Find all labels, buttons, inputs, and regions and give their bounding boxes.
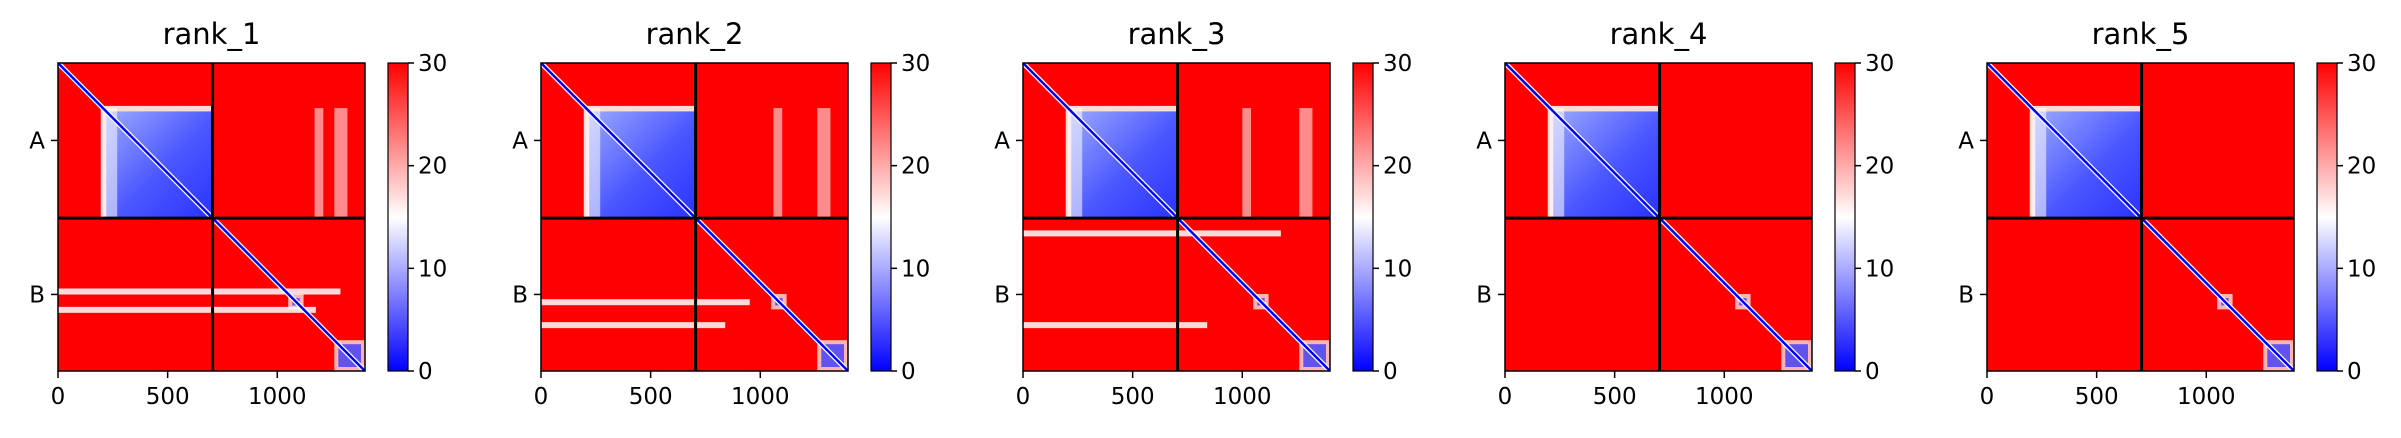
colorbar-tick-label: 20 <box>2347 154 2376 180</box>
x-tick-label: 1000 <box>248 384 307 410</box>
chain-a-stripe-3 <box>817 108 831 219</box>
x-tick-label: 500 <box>1593 384 1637 410</box>
colorbar-tick-label: 0 <box>1383 359 1398 385</box>
colorbar-tick-label: 0 <box>1865 359 1880 385</box>
x-tick-label: 1000 <box>1213 384 1272 410</box>
x-tick-label: 1000 <box>2177 384 2236 410</box>
panel-4: rank_4 0 500 1000 A B 0 10 20 30 <box>1476 17 1894 410</box>
colorbar-tick-label: 30 <box>2347 51 2376 77</box>
colorbar-tick-label: 0 <box>901 359 916 385</box>
plot-frame <box>1504 62 1813 372</box>
chain-b-stripe-1 <box>58 288 341 295</box>
colorbar-tick-label: 30 <box>1383 51 1412 77</box>
x-tick-label: 1000 <box>1695 384 1754 410</box>
x-tick-label: 500 <box>2075 384 2119 410</box>
y-tick-label: B <box>994 282 1010 308</box>
colorbar-tick-label: 30 <box>901 51 930 77</box>
colorbar-tick-label: 0 <box>2347 359 2362 385</box>
colorbar-tick-label: 30 <box>418 51 447 77</box>
panel-title: rank_3 <box>1128 17 1226 51</box>
y-tick-label: A <box>512 128 528 154</box>
colorbar-tick-label: 20 <box>901 154 930 180</box>
chain-a-stripe-2 <box>314 108 324 219</box>
chain-a-stripe-2 <box>1242 108 1252 219</box>
plot-frame <box>540 62 849 372</box>
plot-frame <box>1986 62 2295 372</box>
x-tick-label: 0 <box>1016 384 1031 410</box>
colorbar <box>870 62 892 372</box>
y-tick-label: B <box>512 282 528 308</box>
colorbar-tick-label: 20 <box>1865 154 1894 180</box>
chain-a-stripe-1 <box>2031 108 2047 219</box>
colorbar <box>1352 62 1374 372</box>
y-tick-label: A <box>1476 128 1492 154</box>
chain-b-stripe-2 <box>541 322 726 329</box>
chain-a-stripe-3 <box>1299 108 1313 219</box>
y-tick-label: B <box>29 282 45 308</box>
colorbar <box>2316 62 2338 372</box>
panel-title: rank_2 <box>646 17 744 51</box>
colorbar-tick-label: 0 <box>418 359 433 385</box>
panel-title: rank_5 <box>2092 17 2190 51</box>
chain-a-stripe-2 <box>773 108 783 219</box>
y-tick-label: A <box>1958 128 1974 154</box>
panel-1: rank_1 0 500 1000 A B 0 10 20 30 <box>29 17 447 410</box>
x-tick-label: 0 <box>51 384 66 410</box>
chain-b-stripe-2 <box>1023 322 1208 329</box>
x-tick-label: 500 <box>146 384 190 410</box>
y-tick-label: A <box>29 128 45 154</box>
chain-a-stripe-1 <box>585 108 601 219</box>
colorbar-tick-label: 10 <box>2347 256 2376 282</box>
panel-title: rank_1 <box>163 17 261 51</box>
colorbar <box>1834 62 1856 372</box>
y-tick-label: B <box>1958 282 1974 308</box>
x-tick-label: 1000 <box>731 384 790 410</box>
chain-a-stripe-1 <box>102 108 118 219</box>
chain-a-stripe-1 <box>1067 108 1083 219</box>
colorbar <box>387 62 409 372</box>
colorbar-tick-label: 20 <box>418 154 447 180</box>
x-tick-label: 0 <box>534 384 549 410</box>
colorbar-tick-label: 10 <box>901 256 930 282</box>
plot-frame <box>57 62 366 372</box>
x-tick-label: 0 <box>1980 384 1995 410</box>
chain-a-stripe-3 <box>334 108 348 219</box>
colorbar-tick-label: 30 <box>1865 51 1894 77</box>
colorbar-tick-label: 20 <box>1383 154 1412 180</box>
colorbar-tick-label: 10 <box>1383 256 1412 282</box>
chain-a-stripe-1 <box>1549 108 1565 219</box>
panel-title: rank_4 <box>1610 17 1708 51</box>
y-tick-label: B <box>1476 282 1492 308</box>
chain-b-stripe-1 <box>541 299 750 306</box>
chain-b-stripe-1 <box>1023 230 1281 237</box>
x-tick-label: 500 <box>1111 384 1155 410</box>
panel-5: rank_5 0 500 1000 A B 0 10 20 30 <box>1958 17 2376 410</box>
chain-b-stripe-2 <box>58 306 316 313</box>
y-tick-label: A <box>994 128 1010 154</box>
panel-3: rank_3 0 500 1000 A B 0 10 20 30 <box>994 17 1412 410</box>
colorbar-tick-label: 10 <box>1865 256 1894 282</box>
plot-frame <box>1022 62 1331 372</box>
x-tick-label: 500 <box>629 384 673 410</box>
x-tick-label: 0 <box>1498 384 1513 410</box>
colorbar-tick-label: 10 <box>418 256 447 282</box>
panel-2: rank_2 0 500 1000 A B 0 10 20 30 <box>512 17 930 410</box>
